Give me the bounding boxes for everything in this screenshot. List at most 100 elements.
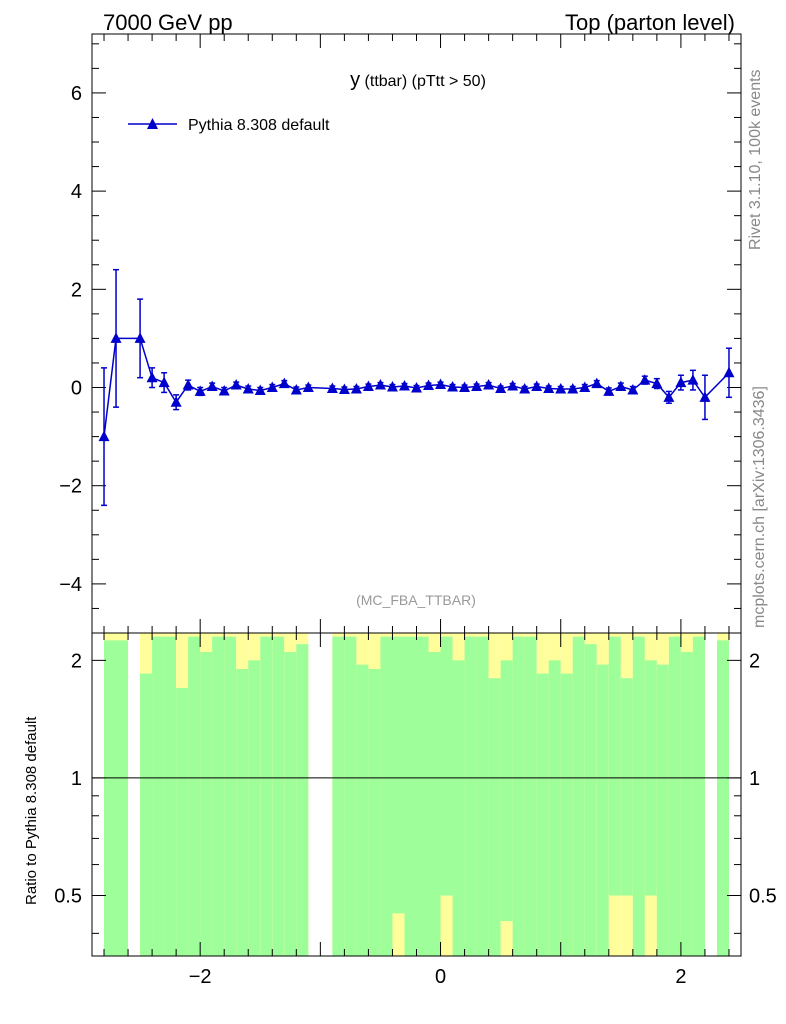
data-point bbox=[651, 377, 663, 389]
data-point bbox=[110, 332, 122, 343]
data-point bbox=[579, 381, 591, 393]
ratio-band-inner bbox=[668, 636, 681, 956]
data-point bbox=[182, 379, 194, 390]
data-point bbox=[386, 381, 398, 392]
data-point bbox=[675, 376, 687, 388]
ratio-band-inner bbox=[380, 636, 393, 956]
data-point bbox=[483, 379, 495, 390]
ratio-band-inner bbox=[488, 678, 501, 956]
data-point bbox=[471, 380, 483, 392]
data-point bbox=[158, 376, 170, 388]
ratio-band-inner bbox=[404, 636, 417, 956]
legend: Pythia 8.308 default bbox=[128, 117, 330, 134]
ratio-band-inner bbox=[680, 652, 693, 956]
data-point bbox=[723, 366, 735, 378]
data-point bbox=[447, 381, 459, 392]
main-title-rest: (ttbar) (pTtt > 50) bbox=[360, 73, 486, 90]
ratio-band-inner bbox=[104, 640, 117, 956]
ratio-ylabel: Ratio to Pythia 8.308 default bbox=[23, 716, 40, 905]
ratio-band-inner bbox=[560, 673, 573, 956]
ratio-band-inner bbox=[188, 636, 201, 956]
ratio-band-inner bbox=[584, 644, 597, 956]
ratio-band-inner bbox=[524, 636, 537, 956]
ratio-band-inner bbox=[716, 640, 729, 956]
data-point bbox=[591, 377, 603, 389]
ratio-panel: 0.5 0.5 1 1 2 2 −2 0 2 Ratio to Pythia 8.308 def… bbox=[23, 632, 777, 988]
ratio-band-inner bbox=[596, 664, 609, 956]
data-point bbox=[567, 382, 579, 394]
ratio-band-inner bbox=[272, 636, 285, 956]
ratio-band-inner bbox=[176, 687, 189, 956]
ratio-band-inner bbox=[656, 664, 669, 956]
ratio-band-inner bbox=[512, 636, 525, 956]
data-point bbox=[435, 378, 447, 390]
main-ytick-label: 4 bbox=[71, 181, 82, 203]
ratio-band-inner bbox=[536, 673, 549, 956]
data-point bbox=[423, 379, 435, 391]
ratio-ytick-label: 1 bbox=[71, 768, 82, 790]
ratio-band-inner bbox=[464, 636, 477, 956]
data-point bbox=[194, 385, 206, 396]
data-point bbox=[134, 332, 146, 343]
main-panel: −4 −2 0 2 4 6 y (ttbar) (pTtt > 50) Pythia 8.… bbox=[59, 33, 742, 634]
data-point bbox=[615, 380, 627, 392]
ratio-band-inner bbox=[620, 678, 633, 896]
main-ytick-label: −2 bbox=[59, 476, 82, 498]
ratio-band-inner bbox=[344, 636, 357, 956]
ratio-band-inner bbox=[332, 636, 345, 956]
side-label-upper: Rivet 3.1.10, 100k events bbox=[747, 69, 764, 250]
ratio-xtick-label: 2 bbox=[675, 966, 686, 988]
data-point bbox=[495, 382, 507, 393]
ratio-band-inner bbox=[200, 652, 213, 956]
data-point bbox=[411, 381, 422, 393]
ratio-band-inner bbox=[368, 669, 381, 956]
ratio-band-inner bbox=[140, 673, 153, 956]
data-point bbox=[519, 382, 531, 394]
data-point bbox=[290, 383, 302, 395]
data-point bbox=[531, 380, 543, 392]
data-point bbox=[326, 382, 338, 393]
ratio-band-inner bbox=[224, 636, 237, 956]
side-label-lower: mcplots.cern.ch [arXiv:1306.3436] bbox=[751, 386, 768, 628]
ratio-ytick-label-right: 1 bbox=[749, 768, 760, 790]
data-point bbox=[398, 380, 410, 391]
data-point bbox=[278, 377, 290, 389]
ratio-band-inner bbox=[248, 660, 261, 956]
data-point bbox=[242, 382, 254, 394]
data-point bbox=[350, 382, 362, 394]
ratio-band-inner bbox=[260, 636, 273, 956]
data-point bbox=[663, 391, 675, 402]
ratio-band-inner bbox=[236, 669, 249, 956]
ratio-ytick-label: 0.5 bbox=[54, 886, 82, 908]
ratio-band-inner bbox=[452, 660, 465, 956]
main-ticks: −4 −2 0 2 4 6 bbox=[59, 34, 741, 633]
data-point bbox=[374, 379, 386, 390]
ratio-band-inner bbox=[692, 636, 705, 956]
data-point bbox=[507, 380, 519, 391]
data-point bbox=[98, 430, 110, 442]
data-point bbox=[206, 380, 218, 392]
data-point bbox=[254, 384, 266, 395]
ratio-band-inner bbox=[476, 636, 489, 956]
main-ytick-label: 6 bbox=[71, 83, 82, 105]
legend-marker bbox=[147, 118, 158, 129]
ratio-band-inner bbox=[428, 652, 441, 956]
data-point bbox=[170, 396, 182, 407]
legend-label: Pythia 8.308 default bbox=[188, 117, 330, 134]
header-left: 7000 GeV pp bbox=[103, 10, 233, 35]
main-title: y (ttbar) (pTtt > 50) bbox=[350, 69, 486, 91]
data-point bbox=[543, 382, 555, 393]
svg-text:y (ttbar) (pTtt > 50): y (ttbar) (pTtt > 50) bbox=[350, 69, 486, 91]
main-ytick-label: 0 bbox=[71, 378, 82, 400]
ratio-band-inner bbox=[548, 660, 561, 956]
watermark: (MC_FBA_TTBAR) bbox=[356, 592, 476, 608]
ratio-band-inner bbox=[500, 660, 513, 922]
ratio-band-inner bbox=[356, 664, 369, 956]
ratio-xtick-label: 0 bbox=[435, 966, 446, 988]
ratio-band-inner bbox=[296, 644, 309, 956]
data-point bbox=[627, 383, 639, 395]
main-series bbox=[98, 268, 735, 507]
ratio-band-inner bbox=[164, 636, 177, 956]
header-right: Top (parton level) bbox=[565, 10, 735, 35]
